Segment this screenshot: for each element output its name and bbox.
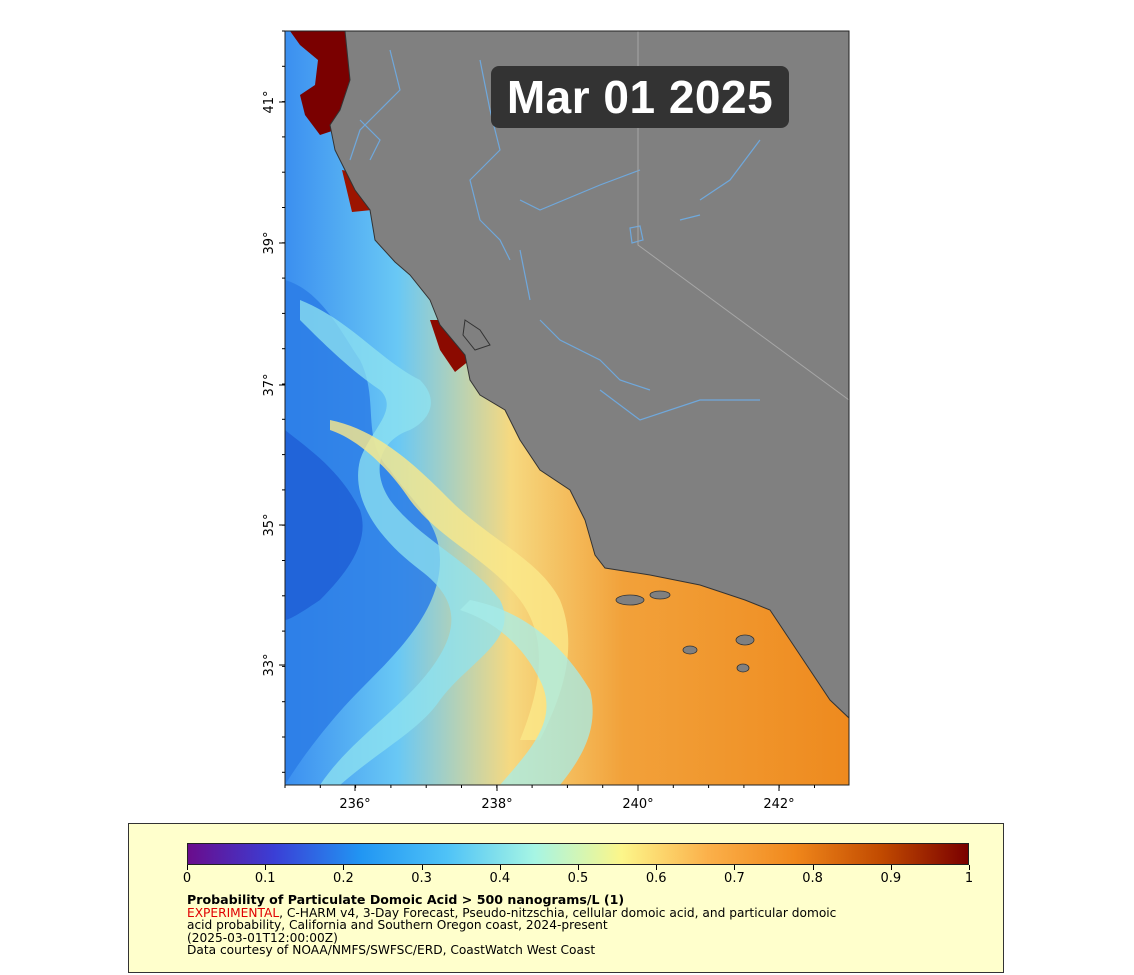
- longitude-tick-label: 236°: [339, 797, 370, 812]
- channel-island: [615, 594, 645, 606]
- colorbar-tick: [890, 865, 892, 870]
- colorbar-tick: [969, 865, 970, 870]
- legend-line1-rest: , C-HARM v4, 3-Day Forecast, Pseudo-nitz…: [279, 905, 837, 920]
- channel-island: [735, 634, 755, 646]
- cyan-filament: [300, 300, 505, 785]
- colorbar-tick-label: 0.5: [567, 871, 589, 886]
- legend-line4: Data courtesy of NOAA/NMFS/SWFSC/ERD, Co…: [187, 943, 596, 958]
- legend-panel: Probability of Particulate Domoic Acid >…: [128, 823, 1004, 973]
- north-coast-high-probability: [290, 31, 350, 135]
- experimental-label: EXPERIMENTAL: [187, 905, 280, 920]
- colorbar-tick-label: 0.3: [411, 871, 432, 886]
- legend-title: Probability of Particulate Domoic Acid >…: [187, 892, 625, 907]
- colorbar-tick-label: 0.9: [880, 871, 902, 886]
- yellow-filament: [330, 420, 569, 740]
- land-area: [329, 31, 849, 719]
- colorbar-tick: [499, 865, 501, 870]
- channel-island: [682, 645, 698, 655]
- colorbar-tick-label: 1: [964, 871, 974, 886]
- channel-island: [736, 663, 750, 673]
- rivers: [349, 49, 761, 421]
- longitude-tick-label: 240°: [622, 797, 653, 812]
- longitude-tick-label: 242°: [763, 797, 794, 812]
- colorbar-tick-label: 0.8: [802, 871, 823, 886]
- colorbar-tick: [265, 865, 267, 870]
- date-label: Mar 01 2025: [491, 66, 789, 128]
- latitude-tick-label: 41°: [262, 90, 277, 113]
- legend-text: Probability of Particulate Domoic Acid >…: [187, 892, 977, 958]
- map-plot: 41° 39° 37° 35° 33° 236° 238° 240° 242°: [262, 30, 850, 812]
- longitude-axis: 236° 238° 240° 242°: [284, 785, 815, 812]
- longitude-tick-label: 238°: [481, 797, 512, 812]
- bay-outline: [462, 319, 491, 351]
- colorbar-tick-label: 0.2: [333, 871, 354, 886]
- colorbar-ticks: [187, 865, 970, 871]
- latitude-tick-label: 35°: [262, 513, 277, 536]
- colorbar-tick-label: 0.4: [489, 871, 511, 886]
- colorbar-tick-label: 0.1: [254, 871, 276, 886]
- colorbar-tick: [734, 865, 736, 870]
- latitude-axis: 41° 39° 37° 35° 33°: [262, 30, 285, 773]
- legend-line1: EXPERIMENTAL, C-HARM v4, 3-Day Forecast,…: [187, 905, 977, 920]
- colorbar-tick: [656, 865, 658, 870]
- colorbar-tick: [578, 865, 579, 870]
- colorbar-tick: [421, 865, 423, 870]
- latitude-tick-label: 37°: [262, 373, 277, 396]
- offshore-low-probability-region: [285, 280, 440, 785]
- colorbar-tick-label: 0.7: [724, 871, 745, 886]
- light-blue-tongue: [460, 600, 593, 785]
- colorbar-tick: [812, 865, 814, 870]
- channel-island: [649, 590, 671, 600]
- colorbar-tick-label: 0: [182, 871, 192, 886]
- legend-line3: (2025-03-01T12:00:00Z): [187, 930, 338, 945]
- colorbar-tick-label: 0.6: [645, 871, 667, 886]
- colorbar-tick: [187, 865, 188, 870]
- latitude-tick-label: 39°: [262, 231, 277, 254]
- latitude-tick-label: 33°: [262, 653, 277, 676]
- legend-line2: acid probability, California and Souther…: [187, 918, 608, 933]
- colorbar-tick: [343, 865, 345, 870]
- lake-tahoe-outline: [629, 225, 644, 244]
- deep-blue-region: [285, 430, 363, 620]
- colorbar: [187, 843, 969, 865]
